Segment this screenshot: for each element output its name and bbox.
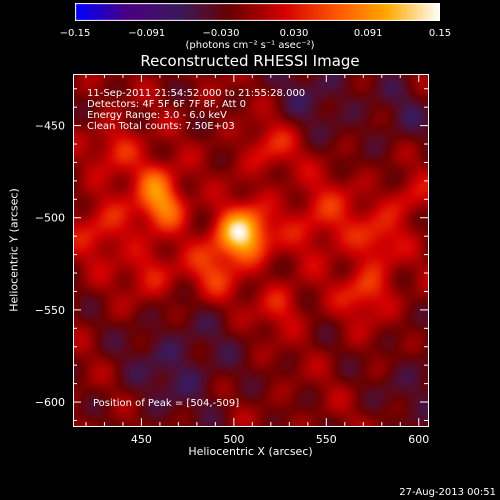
y-axis-tick-label: −600 <box>35 396 65 409</box>
colorbar-units-label: (photons cm⁻² s⁻¹ asec⁻²) <box>185 40 315 51</box>
footer-date: 27-Aug-2013 00:51 <box>399 487 496 498</box>
y-axis-label: Heliocentric Y (arcsec) <box>7 188 21 312</box>
colorbar <box>75 3 440 21</box>
colorbar-gradient <box>75 3 440 21</box>
annotation-time-range: 11-Sep-2011 21:54:52.000 to 21:55:28.000 <box>87 88 306 99</box>
chart-title: Reconstructed RHESSI Image <box>140 52 360 70</box>
plot-area: 11-Sep-2011 21:54:52.000 to 21:55:28.000… <box>73 74 428 426</box>
annotation-method-counts: Clean Total counts: 7.50E+03 <box>87 121 235 132</box>
x-axis-label: Heliocentric X (arcsec) <box>188 445 313 458</box>
colorbar-tick-label: −0.15 <box>59 28 91 39</box>
y-axis-tick-label: −550 <box>35 304 65 317</box>
colorbar-tick-label: −0.030 <box>202 28 240 39</box>
y-axis-tick-label: −500 <box>35 212 65 225</box>
colorbar-tick-label: 0.091 <box>353 28 383 39</box>
colorbar-tick-label: 0.030 <box>279 28 309 39</box>
annotation-detectors: Detectors: 4F 5F 6F 7F 8F, Att 0 <box>87 99 247 110</box>
colorbar-tick-label: −0.091 <box>128 28 166 39</box>
annotation-peak-position: Position of Peak = [504,-509] <box>93 398 240 409</box>
colorbar-tick-label: 0.15 <box>428 28 452 39</box>
y-axis-tick-label: −450 <box>35 120 65 133</box>
annotation-energy-range: Energy Range: 3.0 - 6.0 keV <box>87 110 227 121</box>
